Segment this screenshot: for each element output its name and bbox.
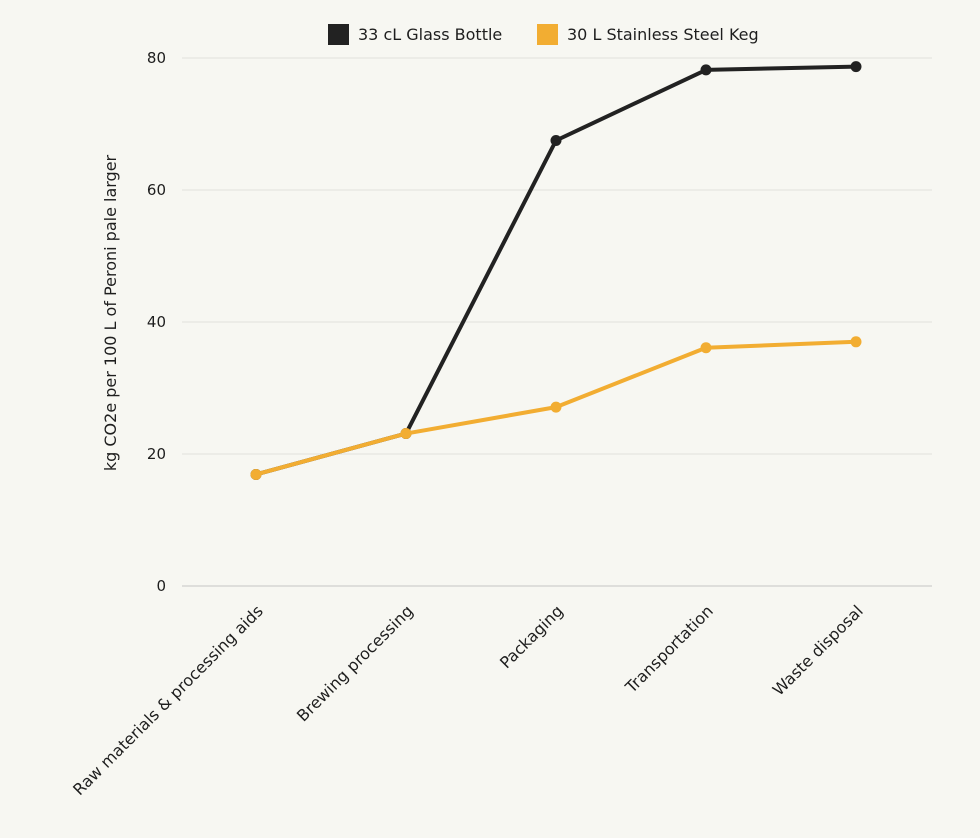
- legend-swatch: [537, 24, 558, 45]
- y-axis-ticks: 0 20 40 60 80: [147, 49, 166, 595]
- x-category-label: Brewing processing: [293, 601, 417, 725]
- data-point: [250, 468, 262, 480]
- legend: 33 cL Glass Bottle 30 L Stainless Steel K…: [328, 24, 759, 45]
- y-tick-label: 0: [156, 577, 166, 595]
- data-point: [850, 61, 862, 73]
- y-tick-label: 40: [147, 313, 166, 331]
- x-category-label: Waste disposal: [769, 601, 867, 699]
- series-group: [250, 61, 862, 480]
- data-point: [850, 336, 862, 348]
- y-tick-label: 60: [147, 181, 166, 199]
- data-point: [400, 428, 412, 440]
- legend-label: 33 cL Glass Bottle: [358, 25, 502, 44]
- x-category-label: Raw materials & processing aids: [69, 601, 267, 799]
- y-axis-title: kg CO2e per 100 L of Peroni pale larger: [101, 154, 120, 471]
- legend-swatch: [328, 24, 349, 45]
- data-point: [700, 342, 712, 354]
- legend-label: 30 L Stainless Steel Keg: [567, 25, 759, 44]
- y-tick-label: 20: [147, 445, 166, 463]
- data-point: [700, 64, 712, 76]
- x-axis-categories: Raw materials & processing aids Brewing p…: [69, 601, 867, 799]
- x-category-label: Packaging: [496, 601, 567, 672]
- series-line: [254, 64, 858, 477]
- data-point: [550, 401, 562, 413]
- gridlines: [182, 57, 932, 587]
- x-category-label: Transportation: [621, 601, 717, 697]
- data-point: [550, 135, 562, 146]
- y-tick-label: 80: [147, 49, 166, 67]
